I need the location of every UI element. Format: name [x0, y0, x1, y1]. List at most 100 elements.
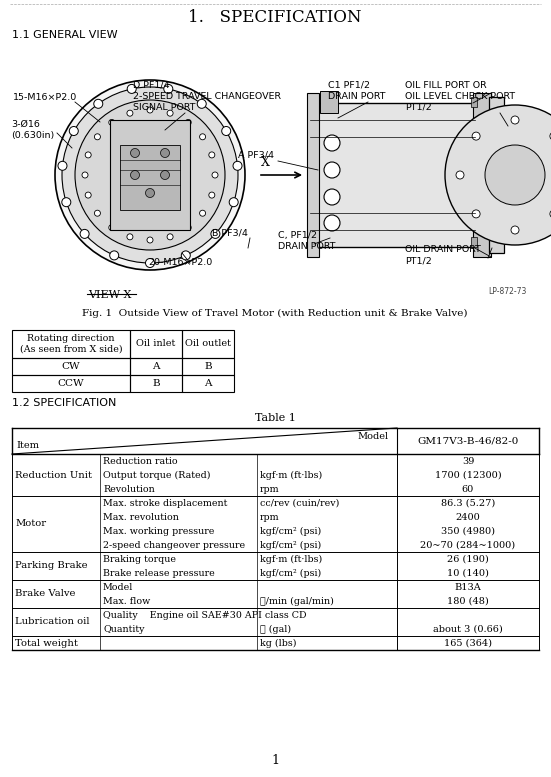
Circle shape	[197, 99, 206, 108]
Text: 15-M16×P2.0: 15-M16×P2.0	[13, 93, 77, 102]
Text: kg (lbs): kg (lbs)	[260, 639, 296, 647]
Bar	[489, 97, 504, 253]
Text: Oil outlet: Oil outlet	[185, 340, 231, 349]
Text: Quality    Engine oil SAE#30 API class CD: Quality Engine oil SAE#30 API class CD	[103, 611, 306, 619]
Text: CCW: CCW	[58, 379, 84, 388]
Text: kgf/cm² (psi): kgf/cm² (psi)	[260, 527, 321, 535]
Text: Reduction Unit: Reduction Unit	[15, 471, 92, 479]
Text: Parking Brake: Parking Brake	[15, 562, 88, 570]
Text: 86.3 (5.27): 86.3 (5.27)	[441, 499, 495, 507]
Text: Brake Valve: Brake Valve	[15, 590, 75, 598]
Circle shape	[80, 229, 89, 239]
Circle shape	[85, 152, 91, 158]
Bar	[110, 120, 190, 230]
Circle shape	[131, 170, 139, 179]
Circle shape	[456, 171, 464, 179]
Text: Lubrication oil: Lubrication oil	[15, 618, 89, 626]
Circle shape	[445, 105, 551, 245]
Circle shape	[85, 192, 91, 198]
Circle shape	[222, 127, 231, 135]
Text: Model: Model	[358, 432, 389, 441]
Text: kgf·m (ft·lbs): kgf·m (ft·lbs)	[260, 555, 322, 563]
Text: DRAIN PORT: DRAIN PORT	[278, 242, 336, 251]
Text: Quantity: Quantity	[103, 625, 144, 633]
Text: Table 1: Table 1	[255, 413, 295, 423]
Circle shape	[181, 251, 190, 260]
Circle shape	[167, 234, 173, 240]
Circle shape	[511, 226, 519, 234]
Circle shape	[109, 225, 115, 231]
Text: 20~70 (284~1000): 20~70 (284~1000)	[420, 541, 516, 549]
Text: Model: Model	[103, 583, 133, 591]
Circle shape	[55, 80, 245, 270]
Circle shape	[229, 197, 238, 207]
Bar	[471, 237, 477, 247]
Circle shape	[164, 85, 173, 93]
Text: OIL LEVEL CHECK PORT: OIL LEVEL CHECK PORT	[405, 92, 515, 101]
Circle shape	[472, 210, 480, 218]
Text: cc/rev (cuin/rev): cc/rev (cuin/rev)	[260, 499, 339, 507]
Text: 180 (48): 180 (48)	[447, 597, 489, 605]
Circle shape	[94, 99, 103, 108]
Bar	[130, 375, 182, 392]
Bar	[182, 375, 234, 392]
Bar	[12, 375, 130, 392]
Circle shape	[147, 107, 153, 113]
Circle shape	[94, 211, 100, 216]
Bar	[182, 358, 234, 375]
Circle shape	[109, 120, 115, 125]
Circle shape	[145, 259, 154, 267]
Text: 39: 39	[462, 457, 474, 465]
Text: Max. working pressure: Max. working pressure	[103, 527, 214, 535]
Text: Output torque (Rated): Output torque (Rated)	[103, 470, 210, 479]
Circle shape	[62, 87, 238, 263]
Text: Brake release pressure: Brake release pressure	[103, 569, 215, 577]
Circle shape	[58, 162, 67, 170]
Text: Revolution: Revolution	[103, 485, 155, 493]
Circle shape	[127, 85, 136, 93]
Text: Fig. 1  Outside View of Travel Motor (with Reduction unit & Brake Valve): Fig. 1 Outside View of Travel Motor (wit…	[82, 308, 468, 318]
Circle shape	[82, 172, 88, 178]
Text: LP-872-73: LP-872-73	[488, 287, 526, 296]
Text: ℓ (gal): ℓ (gal)	[260, 625, 291, 633]
Circle shape	[550, 210, 551, 218]
Text: Oil inlet: Oil inlet	[136, 340, 176, 349]
Text: A: A	[204, 379, 212, 388]
Text: rpm: rpm	[260, 485, 279, 493]
Text: C, PF1/2: C, PF1/2	[278, 231, 317, 240]
Text: CW: CW	[62, 362, 80, 371]
Text: VIEW X: VIEW X	[88, 290, 131, 300]
Text: ℓ/min (gal/min): ℓ/min (gal/min)	[260, 597, 334, 605]
Circle shape	[199, 134, 206, 140]
Bar	[471, 97, 477, 107]
Bar	[307, 93, 319, 257]
Bar	[12, 358, 130, 375]
Bar	[310, 103, 475, 247]
Text: B: B	[204, 362, 212, 371]
Circle shape	[511, 116, 519, 124]
Text: 165 (364): 165 (364)	[444, 639, 492, 647]
Text: 1: 1	[271, 754, 279, 766]
Bar	[120, 145, 180, 210]
Circle shape	[550, 132, 551, 140]
Circle shape	[69, 127, 78, 135]
Text: 2400: 2400	[456, 513, 480, 521]
Text: PT1/2: PT1/2	[405, 256, 432, 265]
Text: 1.1 GENERAL VIEW: 1.1 GENERAL VIEW	[12, 30, 117, 40]
Circle shape	[62, 197, 71, 207]
Circle shape	[324, 135, 340, 151]
Text: X: X	[261, 156, 270, 169]
Bar	[130, 330, 182, 358]
Text: OIL DRAIN PORT: OIL DRAIN PORT	[405, 245, 481, 254]
Circle shape	[127, 234, 133, 240]
Text: Motor: Motor	[15, 520, 46, 528]
Text: 26 (190): 26 (190)	[447, 555, 489, 563]
Circle shape	[324, 162, 340, 178]
Circle shape	[127, 110, 133, 117]
Text: kgf·m (ft·lbs): kgf·m (ft·lbs)	[260, 470, 322, 479]
Text: SIGNAL PORT: SIGNAL PORT	[133, 103, 196, 112]
Circle shape	[472, 132, 480, 140]
Circle shape	[324, 215, 340, 231]
Text: B: B	[152, 379, 160, 388]
Text: 1.   SPECIFICATION: 1. SPECIFICATION	[188, 9, 362, 26]
